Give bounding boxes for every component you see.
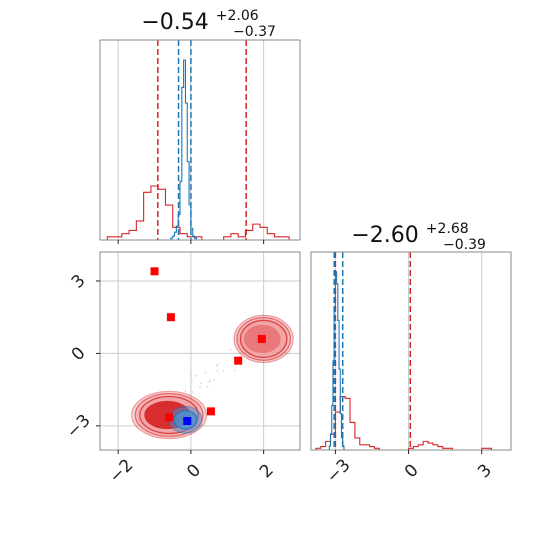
joint-sample-point — [190, 379, 193, 382]
x1-tick-label-2: 2 — [256, 460, 278, 482]
y-tick-label-0: −3 — [63, 411, 95, 443]
hist1-content — [100, 40, 297, 240]
param2-title-minus: −0.39 — [443, 237, 486, 253]
joint-frame — [99, 251, 301, 451]
joint-content — [131, 267, 294, 440]
joint-sample-point — [216, 364, 219, 366]
x2-tick-label-2: 3 — [474, 460, 496, 482]
param2-title-median: −2.60 — [351, 223, 418, 248]
red-marker-3 — [206, 407, 215, 416]
red-marker-0 — [150, 267, 159, 276]
x2-tick-label-1: 0 — [401, 460, 423, 482]
joint-sample-point — [191, 390, 194, 393]
joint-sample-point — [222, 369, 225, 372]
y-tick-label-1: 0 — [68, 343, 90, 365]
param1-title-minus: −0.37 — [233, 24, 276, 40]
red-marker-5 — [257, 334, 266, 343]
joint-sample-point — [206, 386, 209, 388]
joint-sample-point — [199, 382, 202, 385]
joint-sample-point — [213, 379, 216, 381]
joint-sample-point — [233, 369, 236, 372]
joint-sample-point — [229, 349, 232, 351]
joint-sample-point — [190, 373, 193, 376]
x2-tick-label-0: −3 — [323, 455, 355, 487]
x1-tick-label-1: 0 — [183, 460, 205, 482]
param1-title: −0.54 +2.06 — [141, 8, 258, 35]
param2-title-plus: +2.68 — [426, 221, 469, 237]
joint-sample-point — [216, 370, 219, 373]
joint-sample-point — [194, 374, 197, 377]
hist1-blue-series — [169, 59, 199, 240]
red-marker-4 — [234, 356, 243, 365]
x1-tick-label-0: −2 — [106, 455, 138, 487]
param1-title-median: −0.54 — [141, 10, 208, 35]
histogram-panel-param2 — [310, 251, 512, 451]
histogram-panel-param1 — [99, 39, 301, 241]
red-marker-2 — [165, 413, 174, 422]
blue-marker — [183, 417, 192, 426]
joint-sample-point — [209, 379, 212, 382]
hist2-red-series — [311, 395, 511, 450]
red-marker-1 — [166, 313, 175, 322]
hist1-frame — [99, 39, 301, 241]
joint-panel — [99, 251, 301, 451]
param2-title: −2.60 +2.68 — [351, 221, 468, 248]
param1-title-plus: +2.06 — [216, 8, 259, 24]
hist1-red-series — [100, 185, 297, 240]
joint-sample-point — [199, 386, 201, 389]
hist2-content — [311, 252, 511, 450]
joint-sample-point — [204, 371, 207, 374]
y-tick-label-2: 3 — [68, 271, 90, 293]
joint-sample-point — [184, 390, 187, 393]
hist2-frame — [310, 251, 512, 451]
